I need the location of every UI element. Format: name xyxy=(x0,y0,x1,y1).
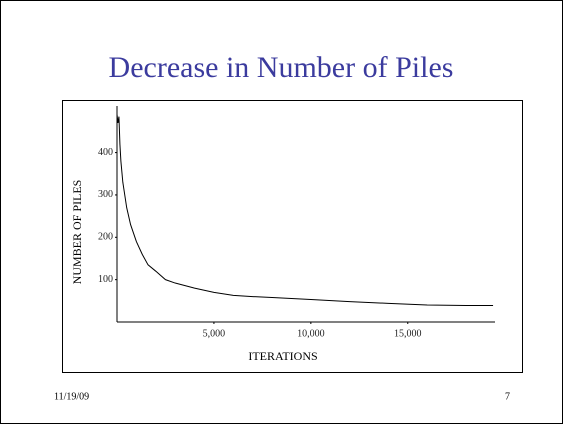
y-tick-label: 200 xyxy=(98,232,113,243)
x-tick-label: 5,000 xyxy=(203,328,226,339)
y-tick-label: 100 xyxy=(98,274,113,285)
page-number: 7 xyxy=(505,391,510,402)
chart-frame xyxy=(62,100,523,373)
y-tick-label: 400 xyxy=(98,147,113,158)
y-tick-label: 300 xyxy=(98,189,113,200)
footer-date: 11/19/09 xyxy=(54,391,89,402)
x-tick-label: 10,000 xyxy=(297,328,325,339)
y-axis-label: NUMBER OF PILES xyxy=(70,180,84,285)
x-axis-label: ITERATIONS xyxy=(248,349,317,363)
x-tick-label: 15,000 xyxy=(394,328,422,339)
slide-title: Decrease in Number of Piles xyxy=(109,51,454,84)
data-line xyxy=(116,114,494,306)
